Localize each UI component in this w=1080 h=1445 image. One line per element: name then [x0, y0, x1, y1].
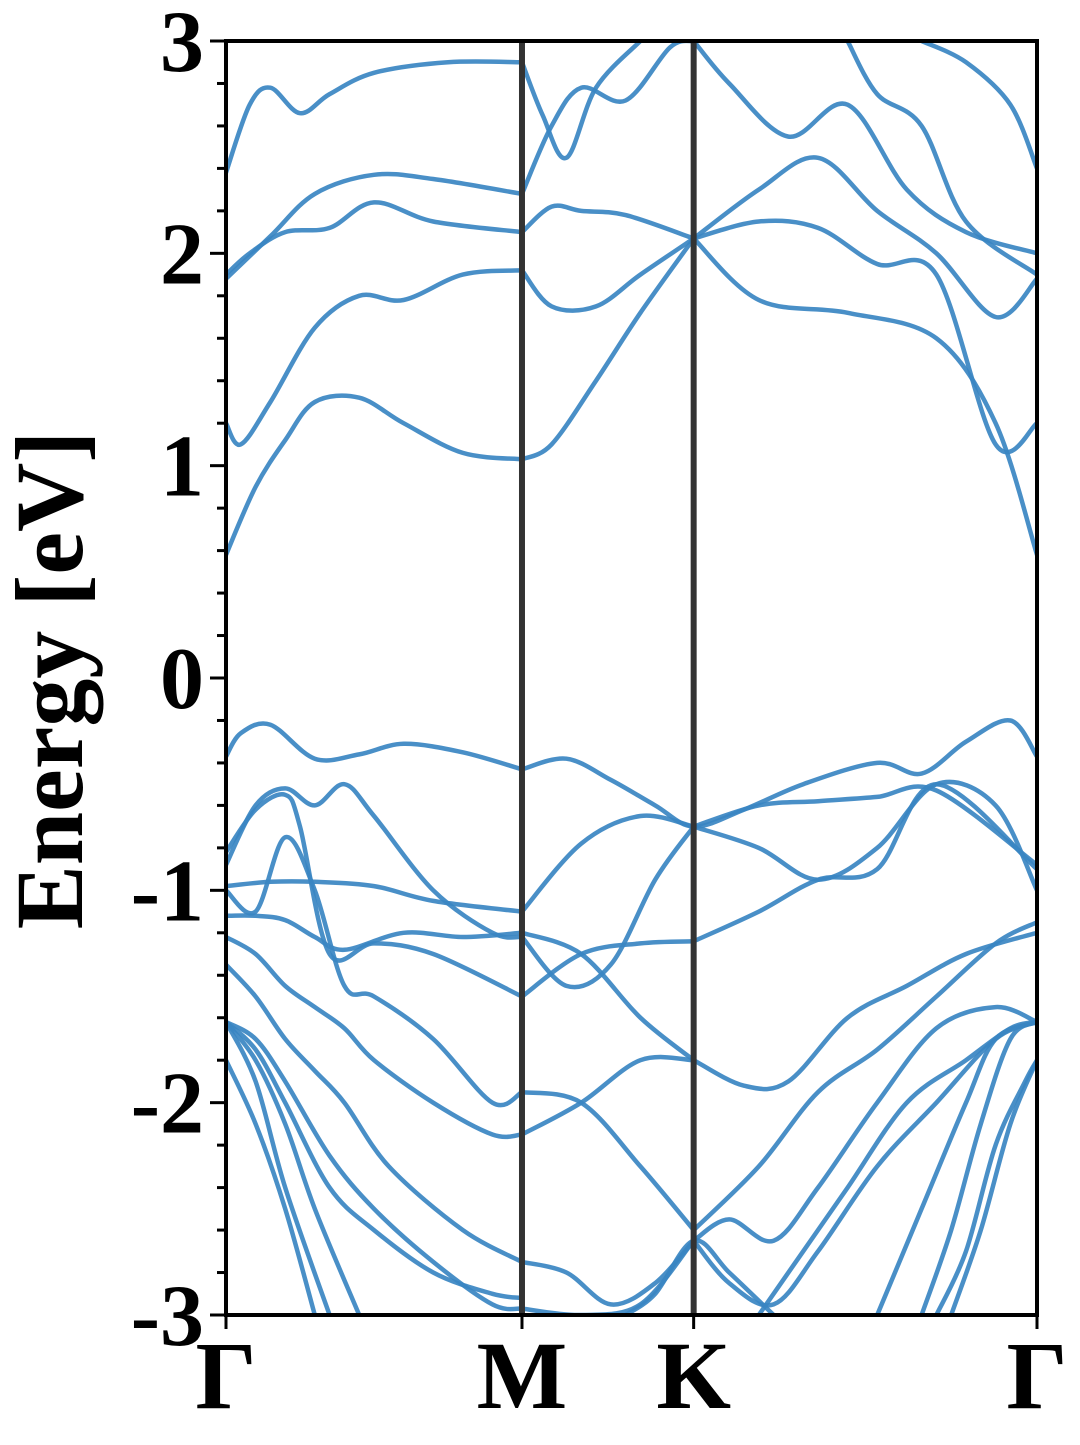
band-line-23: [519, 824, 696, 990]
band-line-26: [519, 939, 696, 999]
band-line-44: [226, 1057, 318, 1315]
band-line-33: [691, 919, 1037, 1233]
band-line-17: [845, 41, 1037, 277]
y-tick-label: 3: [160, 0, 204, 91]
band-line-32: [519, 1089, 696, 1233]
band-line-6: [226, 268, 525, 447]
band-line-43: [226, 1019, 332, 1315]
x-tick-label: M: [477, 1322, 568, 1429]
band-line-28: [226, 913, 525, 953]
band-line-42: [226, 1019, 525, 1301]
band-line-27: [691, 781, 1037, 944]
band-line-24: [691, 779, 1037, 893]
band-line-34: [226, 934, 525, 1140]
band-line-29: [519, 930, 696, 1063]
band-line-10: [519, 203, 696, 241]
y-axis-title: Energy [eV]: [0, 431, 103, 930]
band-line-21: [691, 784, 1037, 868]
x-tick-label: Γ: [195, 1322, 256, 1429]
band-line-16: [691, 41, 1037, 256]
band-line-48: [874, 1019, 1037, 1315]
y-tick-label: -2: [131, 1056, 204, 1153]
series-layer: [226, 41, 1037, 1315]
y-tick-label: -3: [131, 1268, 204, 1365]
band-line-39: [226, 1019, 525, 1312]
band-line-25: [226, 792, 525, 999]
band-line-38: [691, 1004, 1037, 1244]
kpoint-lines: [518, 41, 697, 1315]
y-tick-label: 2: [160, 206, 204, 303]
band-line-5: [691, 236, 1037, 558]
band-line-30: [691, 930, 1037, 1092]
band-line-15: [691, 155, 1037, 320]
band-line-22: [226, 781, 525, 940]
band-line-2: [519, 718, 1037, 829]
band-line-7: [519, 236, 696, 313]
band-line-45: [226, 1019, 362, 1315]
band-line-35: [519, 1054, 696, 1137]
band-line-51: [948, 1057, 1037, 1315]
band-line-13: [519, 41, 643, 161]
x-tick-label: Γ: [1006, 1322, 1067, 1429]
band-line-49: [919, 1019, 1037, 1315]
y-tick-label: -1: [131, 843, 204, 940]
band-line-11: [226, 171, 525, 282]
band-line-18: [919, 41, 1037, 171]
band-line-12: [226, 59, 525, 175]
band-line-8: [691, 218, 1037, 455]
band-line-3: [226, 393, 525, 558]
band-line-19: [226, 879, 525, 914]
band-line-31: [226, 835, 525, 1108]
band-line-14: [519, 41, 696, 197]
band-line-1: [226, 721, 525, 772]
band-line-20: [519, 813, 696, 914]
axes: [210, 39, 1039, 1329]
y-tick-label: 1: [160, 419, 204, 516]
x-tick-label: K: [656, 1322, 731, 1429]
band-line-4: [519, 236, 696, 462]
y-tick-label: 0: [160, 631, 204, 728]
band-line-36: [226, 962, 525, 1265]
